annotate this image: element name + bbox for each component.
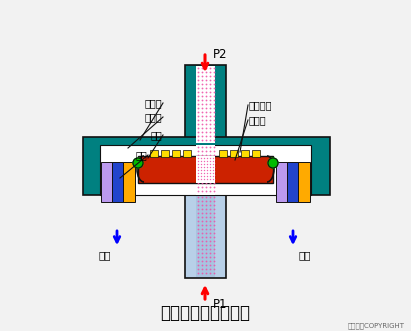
Bar xyxy=(196,66,215,143)
Bar xyxy=(123,162,135,202)
Circle shape xyxy=(133,158,143,168)
Bar xyxy=(219,150,227,157)
Bar xyxy=(161,150,169,157)
Bar xyxy=(100,145,311,195)
Text: 扩散电阶: 扩散电阶 xyxy=(249,100,272,110)
Text: 扩散硅式压力传感器: 扩散硅式压力传感器 xyxy=(160,304,250,322)
Text: 硅杯: 硅杯 xyxy=(150,130,162,140)
Text: 东方仿真COPYRIGHT: 东方仿真COPYRIGHT xyxy=(348,323,405,329)
Text: 引线: 引线 xyxy=(135,150,147,160)
Bar xyxy=(287,162,298,202)
Bar xyxy=(150,150,158,157)
Bar xyxy=(298,162,310,202)
Bar xyxy=(196,195,215,277)
Text: 电流: 电流 xyxy=(299,250,311,260)
Text: 电流: 电流 xyxy=(99,250,111,260)
Bar xyxy=(185,65,226,143)
Bar xyxy=(196,156,215,183)
Bar xyxy=(241,150,249,157)
Bar xyxy=(172,150,180,157)
Bar xyxy=(101,162,112,202)
Bar xyxy=(112,162,123,202)
Text: 高压腔: 高压腔 xyxy=(144,112,162,122)
Text: P1: P1 xyxy=(213,299,228,311)
Bar xyxy=(183,150,191,157)
Text: 低压腔: 低压腔 xyxy=(144,98,162,108)
Bar xyxy=(196,145,215,195)
Bar xyxy=(138,156,273,183)
Text: P2: P2 xyxy=(213,48,228,61)
Circle shape xyxy=(268,158,278,168)
Bar xyxy=(276,162,287,202)
Bar xyxy=(83,137,330,195)
Text: 硅膜片: 硅膜片 xyxy=(249,115,267,125)
Bar xyxy=(230,150,238,157)
Bar xyxy=(185,195,226,278)
Bar xyxy=(252,150,260,157)
